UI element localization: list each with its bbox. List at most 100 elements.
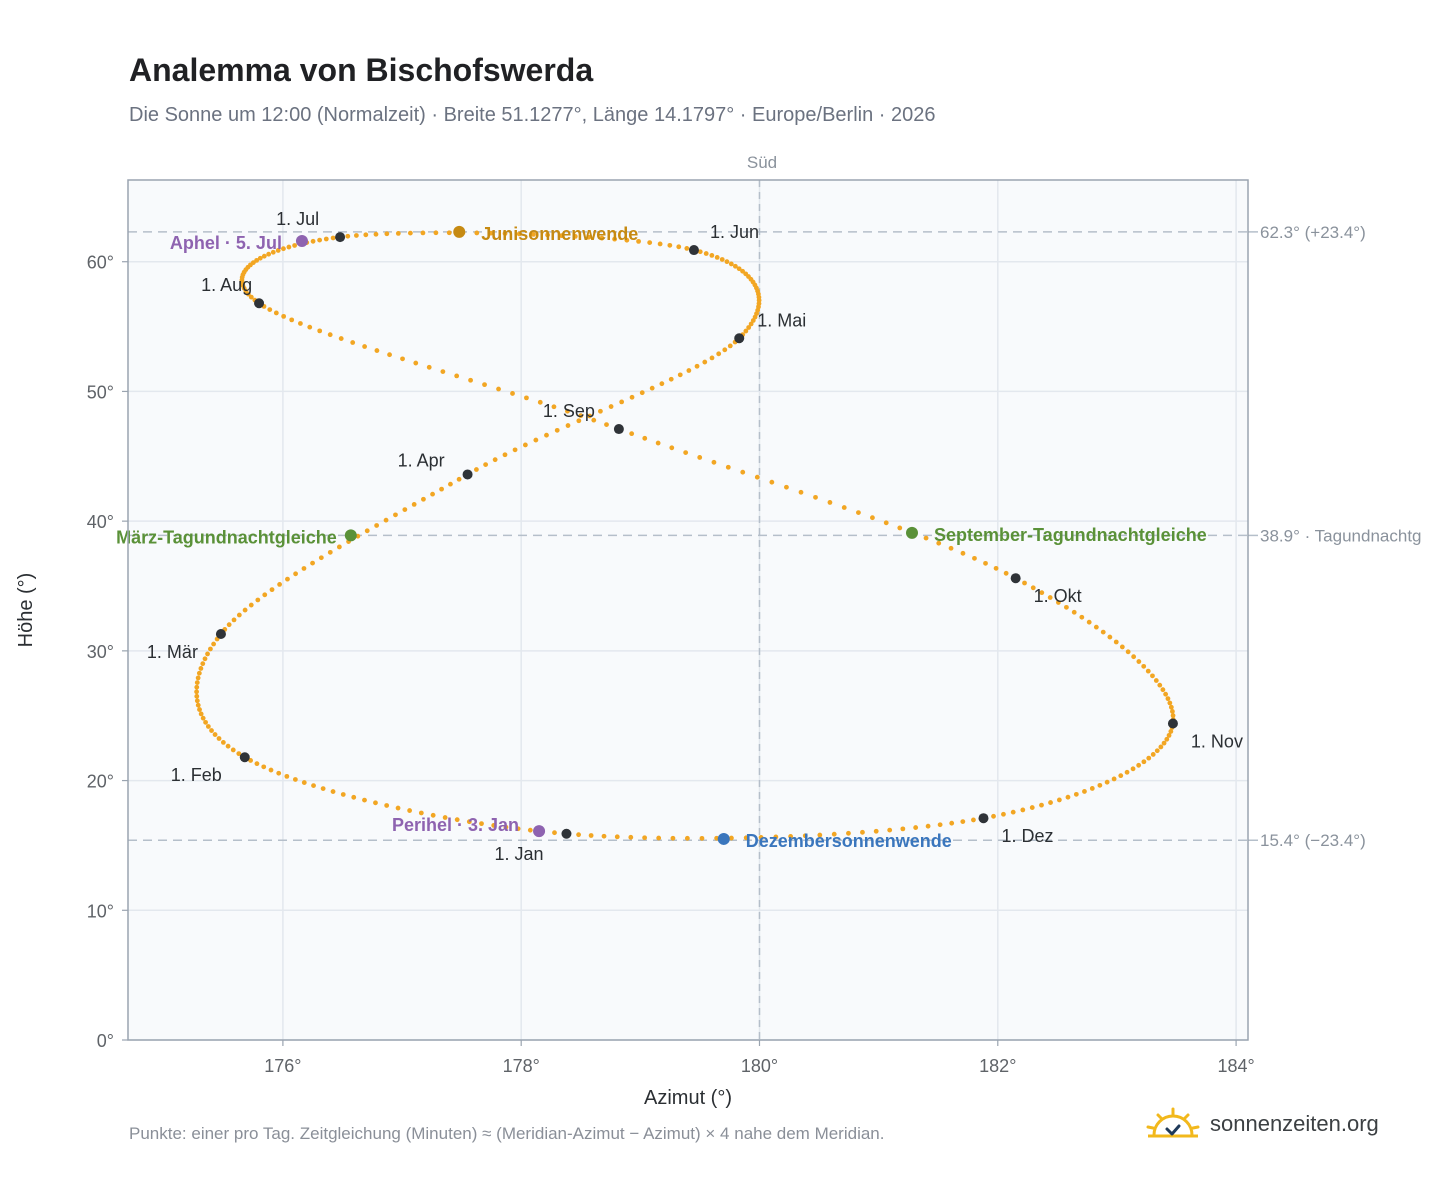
daily-sun-dot [1141, 663, 1147, 669]
daily-sun-dot [1119, 644, 1125, 650]
daily-sun-dot [496, 386, 501, 392]
daily-sun-dot [559, 233, 564, 239]
daily-sun-dot [1113, 639, 1119, 645]
daily-sun-dot [533, 437, 539, 443]
y-tick-label: 0° [97, 1031, 114, 1051]
month-marker [978, 813, 989, 824]
daily-sun-dot [802, 833, 808, 839]
event-label: Aphel · 5. Jul [170, 233, 282, 253]
daily-sun-dot [897, 525, 903, 531]
daily-sun-dot [552, 830, 557, 836]
daily-sun-dot [1153, 678, 1159, 683]
daily-sun-dot [1065, 794, 1071, 800]
month-marker [254, 298, 265, 309]
plot-frame [127, 179, 1249, 1041]
daily-sun-dot [483, 462, 489, 467]
daily-sun-dot [196, 670, 202, 676]
daily-sun-dot [1020, 807, 1026, 813]
daily-sun-dot [1086, 619, 1092, 625]
daily-sun-dot [318, 555, 324, 561]
daily-sun-dot [1130, 766, 1136, 772]
daily-sun-dot [492, 457, 498, 463]
daily-sun-dot [1161, 740, 1167, 746]
daily-sun-dot [1145, 668, 1151, 674]
daily-sun-dot [576, 418, 582, 424]
x-tick-label: 182° [979, 1056, 1016, 1076]
daily-sun-dot [784, 484, 789, 490]
daily-sun-dot [578, 413, 584, 419]
sun-logo-icon [1146, 1107, 1200, 1138]
daily-sun-dot [267, 307, 273, 313]
daily-sun-dot [642, 835, 648, 841]
daily-sun-dot [236, 612, 242, 618]
daily-sun-dot [1029, 805, 1035, 810]
daily-sun-dot [275, 248, 281, 253]
event-marker [295, 234, 308, 247]
daily-sun-dot [1079, 614, 1085, 620]
daily-sun-dot [628, 834, 634, 840]
daily-sun-dot [1039, 802, 1044, 808]
daily-sun-dot [466, 819, 472, 825]
month-marker [1010, 573, 1021, 584]
daily-sun-dot [387, 352, 392, 358]
month-marker [462, 469, 473, 480]
month-marker [215, 628, 226, 639]
daily-sun-dot [261, 764, 267, 770]
daily-sun-dot [554, 427, 560, 433]
daily-sun-dot [353, 233, 359, 238]
daily-sun-dot [502, 452, 508, 458]
daily-sun-dot [270, 249, 276, 255]
daily-sun-dot [1082, 789, 1087, 794]
month-label: 1. Nov [1191, 731, 1243, 751]
daily-sun-dot [544, 432, 549, 438]
daily-sun-dot [1154, 748, 1160, 754]
daily-sun-dot [200, 715, 206, 721]
x-tick-label: 180° [741, 1056, 778, 1076]
daily-sun-dot [373, 231, 379, 237]
daily-sun-dot [565, 423, 571, 428]
daily-sun-dot [709, 253, 715, 258]
daily-sun-dot [572, 233, 578, 239]
daily-sun-dot [1118, 773, 1124, 779]
daily-sun-dot [407, 808, 413, 813]
daily-sun-dot [482, 382, 487, 388]
month-label: 1. Mai [757, 310, 806, 330]
daily-sun-dot [488, 230, 494, 236]
daily-sun-dot [374, 523, 380, 528]
daily-sun-dot [719, 257, 725, 262]
daily-sun-dot [1131, 654, 1137, 660]
daily-sun-dot [1048, 800, 1053, 805]
daily-sun-dot [395, 805, 401, 811]
daily-sun-dot [736, 266, 742, 272]
daily-sun-dot [649, 385, 655, 391]
daily-sun-dot [402, 507, 408, 513]
daily-sun-dot [1146, 755, 1152, 761]
daily-sun-dot [407, 230, 413, 236]
daily-sun-dot [362, 344, 368, 349]
daily-sun-dot [711, 459, 717, 465]
plot-area [128, 180, 1248, 1040]
month-label: 1. Aug [201, 275, 252, 295]
daily-sun-dot [320, 786, 326, 792]
daily-sun-dot [364, 528, 370, 534]
daily-sun-dot [743, 835, 749, 841]
daily-sun-dot [740, 469, 746, 475]
daily-sun-dot [248, 602, 254, 608]
daily-sun-dot [900, 826, 906, 832]
reference-line-label: 38.9° · Tagundnachtg [1260, 526, 1422, 545]
daily-sun-dot [670, 835, 676, 841]
daily-sun-dot [524, 395, 529, 401]
daily-sun-dot [684, 245, 690, 251]
daily-sun-dot [694, 363, 700, 369]
month-label: 1. Apr [398, 450, 445, 470]
daily-sun-dot [949, 820, 955, 826]
event-markers: März-Tagundnachtgleiche Junisonnenwende Se… [116, 224, 1207, 851]
daily-sun-dot [430, 812, 436, 818]
daily-sun-dot [860, 829, 865, 835]
daily-sun-dot [298, 321, 303, 326]
daily-sun-dot [716, 351, 722, 357]
daily-sun-dot [599, 235, 605, 241]
brand[interactable]: sonnenzeiten.org [1146, 1104, 1379, 1144]
daily-sun-dot [248, 294, 254, 300]
daily-sun-dot [231, 617, 237, 623]
